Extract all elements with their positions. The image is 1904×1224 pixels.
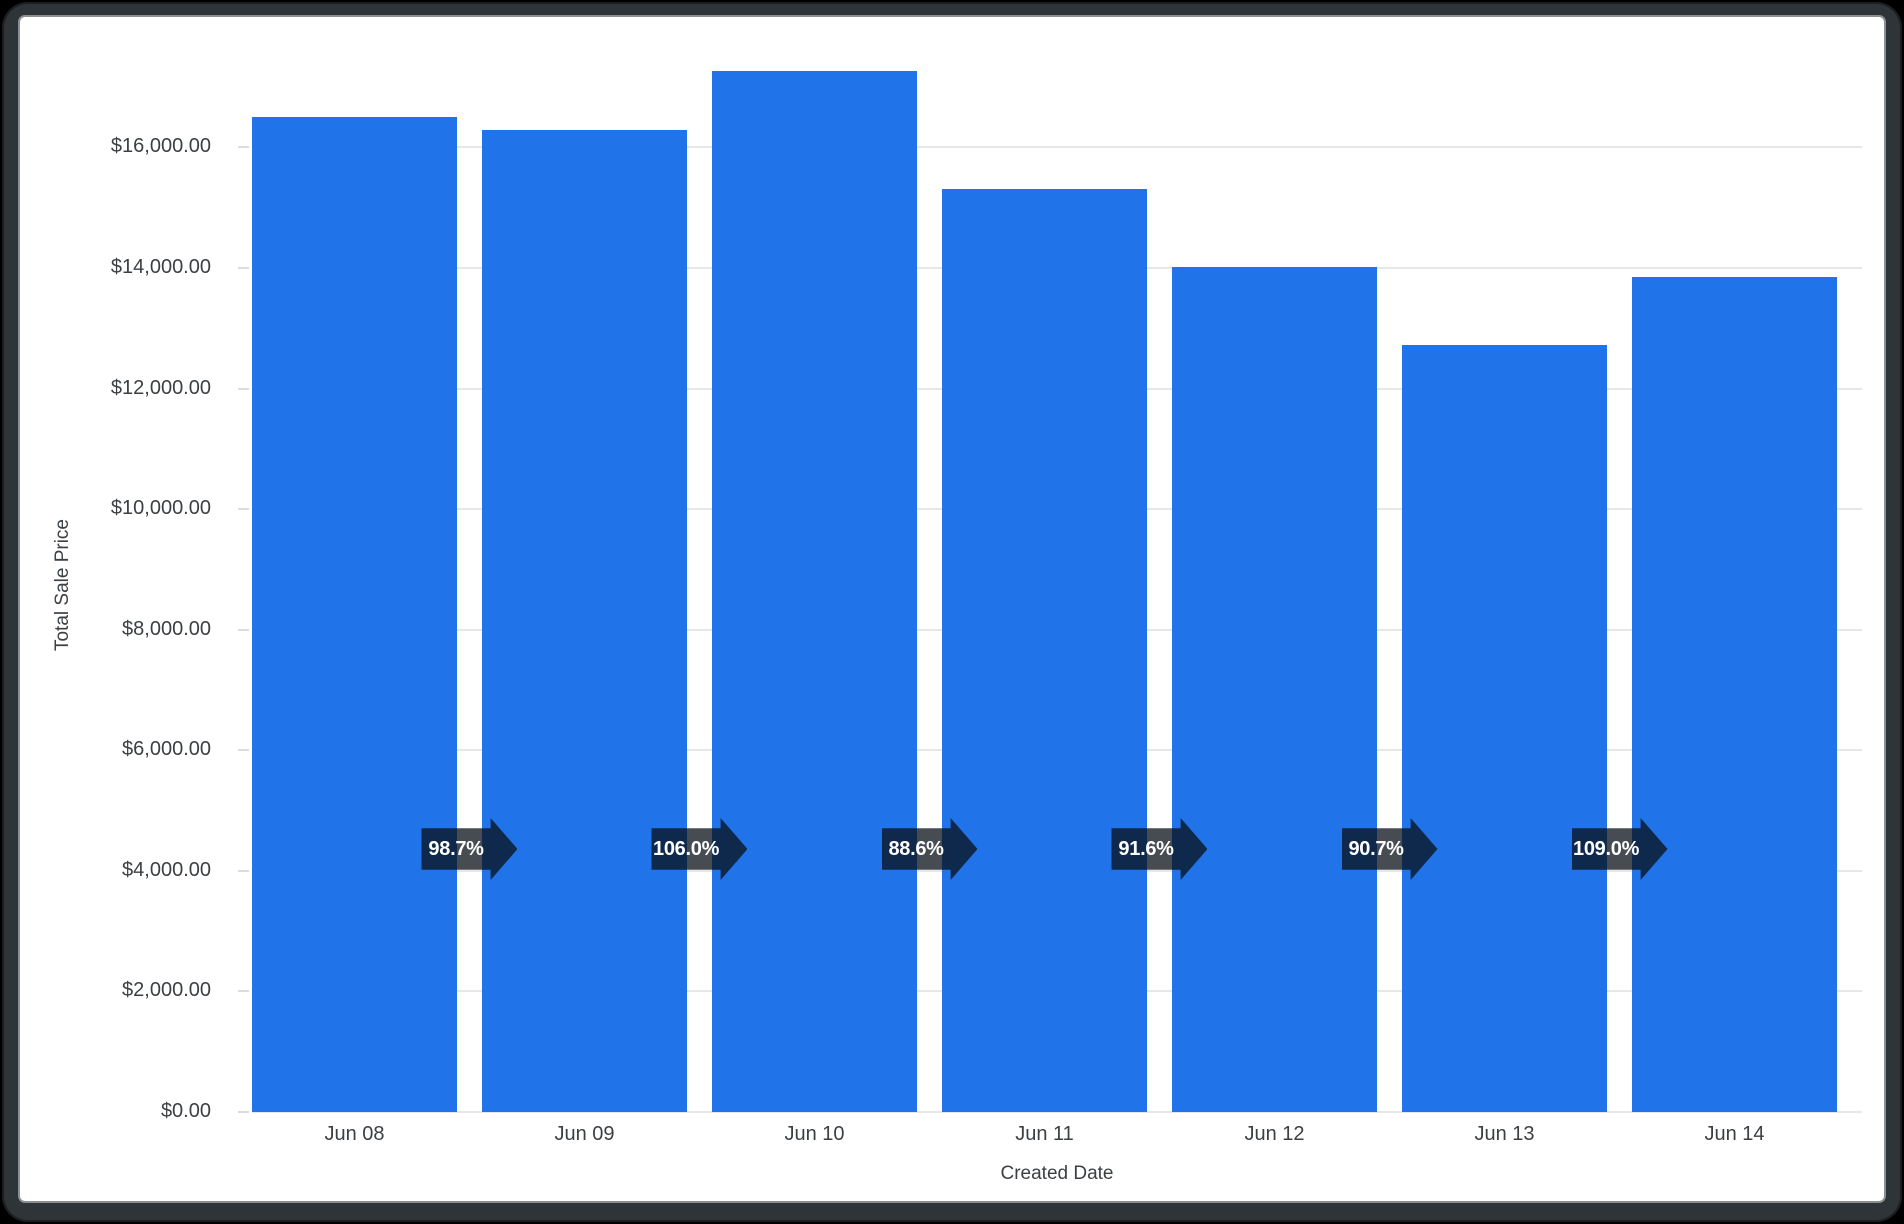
y-tick-label: $10,000.00 [110, 497, 211, 520]
bar-jun-11[interactable] [942, 188, 1147, 1112]
gridline [252, 1111, 1862, 1113]
y-tick-label: $4,000.00 [122, 858, 211, 881]
y-tick-mark [238, 1111, 249, 1113]
y-tick-mark [238, 508, 249, 511]
bar-jun-14[interactable] [1632, 276, 1837, 1112]
y-tick-mark [238, 146, 249, 149]
x-tick-label: Jun 08 [324, 1123, 385, 1145]
bar-slot [252, 57, 482, 1112]
y-tick-mark [238, 628, 249, 631]
y-tick-label: $8,000.00 [122, 617, 211, 640]
y-axis-tick-labels: $0.00 $2,000.00 $4,000.00 $6,000.00 $8,0… [20, 57, 211, 1122]
y-tick-mark [238, 990, 249, 993]
bar-slot [712, 57, 942, 1112]
x-tick: Jun 14 [1632, 1123, 1862, 1146]
x-tick-label: Jun 12 [1244, 1123, 1305, 1145]
bar-slot [942, 57, 1172, 1112]
y-tick-mark [238, 267, 249, 269]
plot-area: 98.7% 106.0% 88.6% 91.6% 90.7% 109.0% [238, 57, 1862, 1113]
y-tick-label: $14,000.00 [110, 256, 211, 278]
bar-slot [1402, 57, 1632, 1112]
y-tick-label: $16,000.00 [110, 135, 211, 158]
growth-arrow-label: 91.6% [1118, 837, 1174, 860]
bar-series [252, 57, 1862, 1112]
growth-arrow-label: 109.0% [1573, 837, 1640, 860]
gridline [252, 146, 1862, 149]
y-tick-label: $12,000.00 [110, 376, 211, 399]
y-tick-mark [238, 749, 249, 752]
bar-jun-08[interactable] [252, 117, 457, 1112]
chart-card: Total Sale Price $0.00 $2,000.00 $4,000.… [18, 15, 1886, 1203]
x-tick-label: Jun 09 [554, 1123, 615, 1145]
bar-slot [482, 57, 712, 1112]
x-tick-label: Jun 14 [1704, 1123, 1765, 1145]
y-tick-label: $2,000.00 [122, 979, 211, 1002]
growth-arrow-label: 106.0% [653, 837, 720, 860]
bar-jun-13[interactable] [1402, 345, 1607, 1112]
y-tick-label: $6,000.00 [122, 738, 211, 761]
x-tick: Jun 08 [252, 1123, 482, 1146]
x-tick-label: Jun 10 [784, 1123, 845, 1145]
x-tick-label: Jun 11 [1015, 1123, 1074, 1145]
growth-arrow-label: 90.7% [1348, 837, 1404, 860]
bar-slot [1632, 57, 1862, 1112]
bar-jun-12[interactable] [1172, 266, 1377, 1112]
x-axis-tick-labels: Jun 08 Jun 09 Jun 10 Jun 11 Jun 12 Jun 1… [252, 1123, 1862, 1146]
y-tick-mark [238, 869, 249, 872]
y-tick-mark [238, 387, 249, 390]
x-tick: Jun 12 [1172, 1123, 1402, 1146]
bar-jun-10[interactable] [712, 70, 917, 1112]
growth-arrow-label: 88.6% [888, 837, 944, 860]
x-tick: Jun 10 [712, 1123, 942, 1146]
x-tick: Jun 11 [942, 1123, 1172, 1146]
x-axis-title: Created Date [1000, 1163, 1114, 1184]
y-tick-label: $0.00 [160, 1100, 211, 1122]
x-tick: Jun 09 [482, 1123, 712, 1146]
growth-arrow-label: 98.7% [428, 837, 484, 860]
bar-slot [1172, 57, 1402, 1112]
x-tick-label: Jun 13 [1474, 1123, 1535, 1145]
bar-jun-09[interactable] [482, 129, 687, 1112]
x-tick: Jun 13 [1402, 1123, 1632, 1146]
